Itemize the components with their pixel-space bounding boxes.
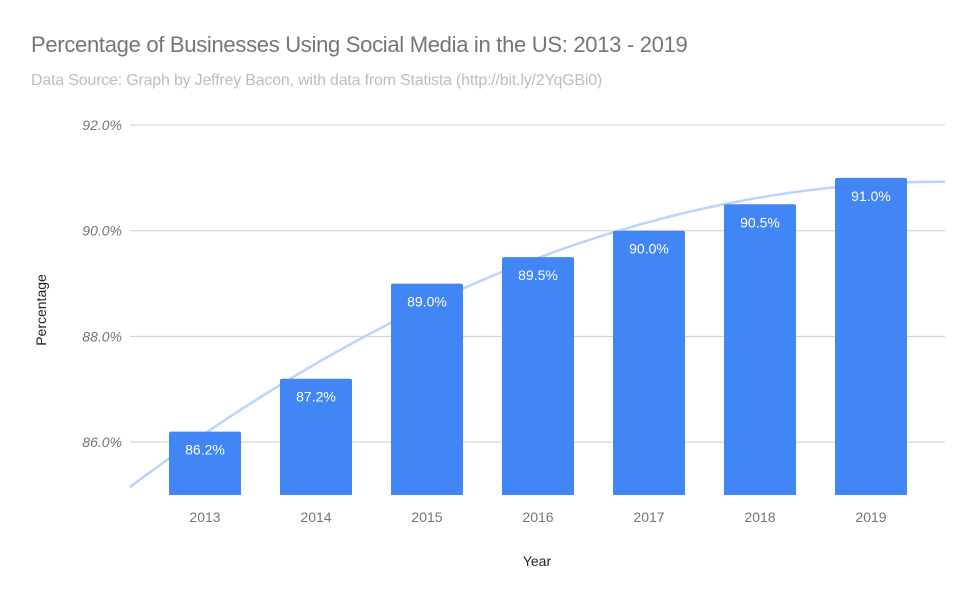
- chart-title: Percentage of Businesses Using Social Me…: [31, 32, 688, 57]
- bar-2017: [613, 230, 685, 495]
- x-tick-label: 2015: [411, 509, 442, 525]
- y-axis-label: Percentage: [33, 274, 49, 346]
- data-label: 90.5%: [740, 214, 780, 230]
- data-label: 86.2%: [185, 442, 225, 458]
- x-axis-label: Year: [523, 553, 552, 569]
- bar-2015: [391, 283, 463, 495]
- y-tick-label: 86.0%: [82, 434, 122, 450]
- x-tick-label: 2014: [300, 509, 331, 525]
- y-tick-label: 90.0%: [82, 223, 122, 239]
- data-label: 87.2%: [296, 389, 336, 405]
- x-tick-label: 2018: [744, 509, 775, 525]
- x-tick-label: 2019: [855, 509, 886, 525]
- x-tick-label: 2013: [189, 509, 220, 525]
- data-label: 90.0%: [629, 241, 669, 257]
- chart-subtitle: Data Source: Graph by Jeffrey Bacon, wit…: [31, 72, 603, 89]
- bar-2019: [835, 177, 907, 495]
- x-tick-label: 2016: [522, 509, 553, 525]
- data-label: 89.5%: [518, 267, 558, 283]
- y-tick-label: 92.0%: [82, 117, 122, 133]
- bar-2014: [280, 378, 352, 495]
- data-label: 89.0%: [407, 294, 447, 310]
- bar-2013: [169, 431, 241, 495]
- bar-2016: [502, 257, 574, 495]
- x-tick-label: 2017: [633, 509, 664, 525]
- y-tick-label: 88.0%: [82, 328, 122, 344]
- data-label: 91.0%: [851, 188, 891, 204]
- bar-2018: [724, 204, 796, 496]
